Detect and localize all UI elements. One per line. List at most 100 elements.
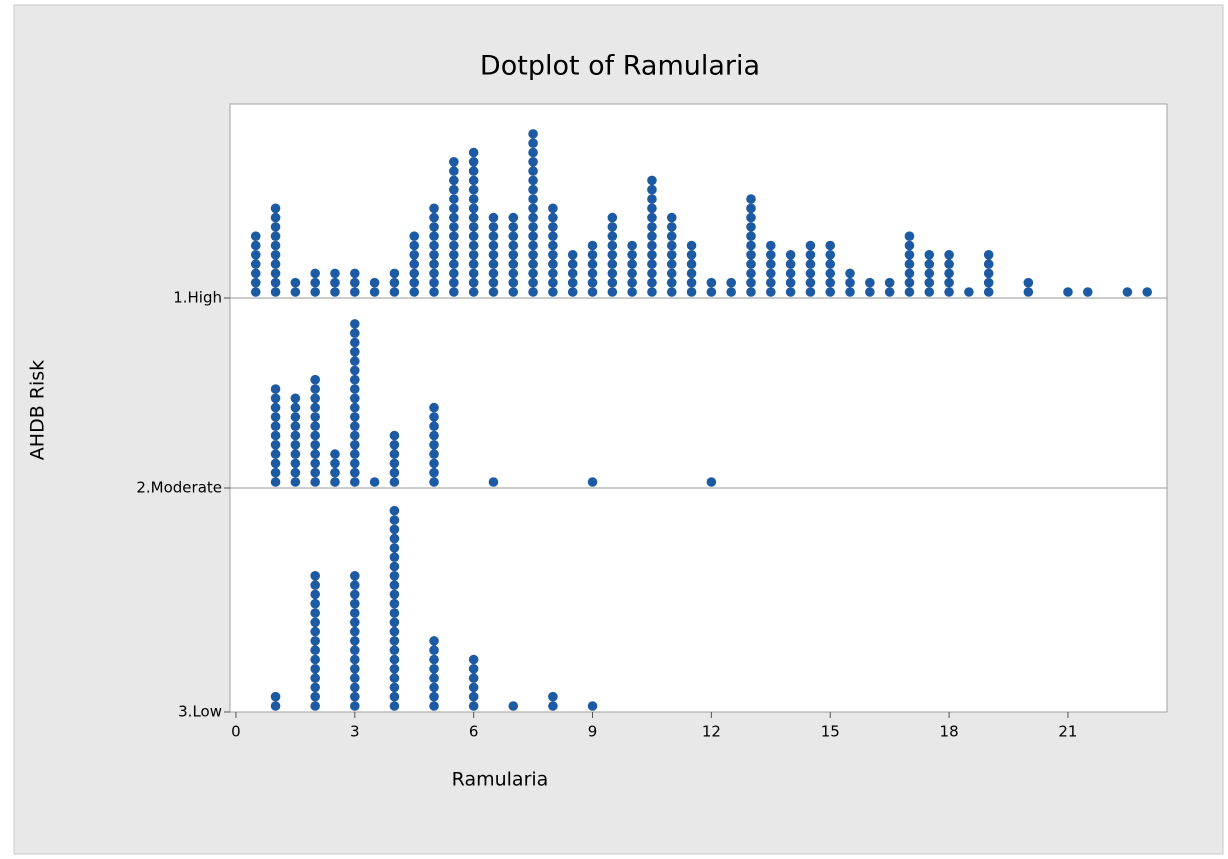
chart-title: Dotplot of Ramularia	[480, 51, 760, 82]
dot	[944, 287, 954, 297]
dot	[310, 654, 320, 665]
dot	[369, 277, 380, 288]
dot	[350, 691, 360, 702]
dot	[449, 250, 459, 260]
dot	[270, 203, 281, 214]
dot	[429, 222, 439, 232]
dot	[389, 268, 400, 279]
dot	[250, 250, 261, 260]
dot	[389, 571, 400, 581]
dot	[389, 626, 400, 637]
x-tick-label: 9	[588, 723, 598, 741]
x-tick-label: 6	[469, 723, 479, 741]
dot	[389, 505, 400, 516]
dot	[766, 240, 776, 251]
dot	[389, 589, 400, 600]
dot	[508, 701, 519, 711]
dot	[389, 580, 400, 590]
dot	[409, 250, 420, 260]
dot	[429, 477, 439, 487]
y-tick-label: 2.Moderate	[136, 479, 222, 497]
dot	[548, 231, 558, 241]
dot	[350, 617, 360, 628]
dot	[468, 250, 479, 260]
dot	[310, 402, 320, 413]
dot	[350, 412, 360, 422]
dot	[587, 287, 598, 297]
dot	[528, 222, 538, 232]
dot	[250, 240, 261, 251]
dot	[666, 250, 677, 260]
dot	[528, 175, 538, 186]
dot	[270, 458, 281, 469]
dot	[310, 673, 320, 683]
dot	[647, 203, 657, 214]
dot	[350, 384, 360, 394]
dot	[310, 374, 320, 385]
dot	[508, 259, 519, 269]
dot	[508, 212, 519, 223]
dot	[468, 157, 479, 167]
dot	[944, 277, 954, 288]
dot	[845, 277, 855, 288]
dot	[587, 477, 598, 487]
dot	[389, 440, 400, 450]
dot	[350, 598, 360, 609]
dot	[429, 277, 439, 288]
dot	[310, 393, 320, 404]
dot	[310, 287, 320, 297]
dot	[587, 250, 598, 260]
dot	[746, 203, 756, 214]
dot	[250, 287, 261, 297]
dot	[449, 222, 459, 232]
dot	[310, 430, 320, 441]
dot	[488, 222, 499, 232]
dot	[587, 240, 598, 251]
dot	[904, 250, 915, 260]
dot	[924, 259, 935, 269]
dot	[290, 277, 301, 288]
dot	[468, 184, 479, 195]
dot	[627, 259, 637, 269]
dot	[746, 277, 756, 288]
dot	[805, 277, 816, 288]
dot	[389, 598, 400, 609]
dot	[746, 250, 756, 260]
dot	[785, 250, 796, 260]
dot	[290, 467, 301, 478]
dot	[310, 636, 320, 646]
dot	[270, 268, 281, 279]
dot	[310, 645, 320, 655]
dot	[468, 203, 479, 214]
dot	[330, 268, 340, 279]
dot	[944, 259, 954, 269]
dot	[904, 259, 915, 269]
dot	[508, 240, 519, 251]
dot	[389, 515, 400, 525]
dot	[389, 673, 400, 683]
dot	[350, 430, 360, 441]
dot	[567, 250, 578, 260]
dot	[607, 287, 618, 297]
dot	[429, 673, 439, 683]
dot	[805, 287, 816, 297]
dot	[270, 477, 281, 487]
dot	[350, 268, 360, 279]
dot	[310, 608, 320, 618]
dot	[468, 673, 479, 683]
dot	[647, 277, 657, 288]
dot	[746, 240, 756, 251]
dot	[429, 654, 439, 665]
dot	[686, 250, 697, 260]
dot	[389, 449, 400, 459]
dot	[350, 337, 360, 348]
dot	[369, 287, 380, 297]
dot	[350, 682, 360, 693]
dot	[350, 467, 360, 478]
dot	[528, 277, 538, 288]
dot	[449, 231, 459, 241]
dot	[983, 250, 994, 260]
dot	[528, 231, 538, 241]
dot	[528, 203, 538, 214]
dot	[389, 701, 400, 711]
